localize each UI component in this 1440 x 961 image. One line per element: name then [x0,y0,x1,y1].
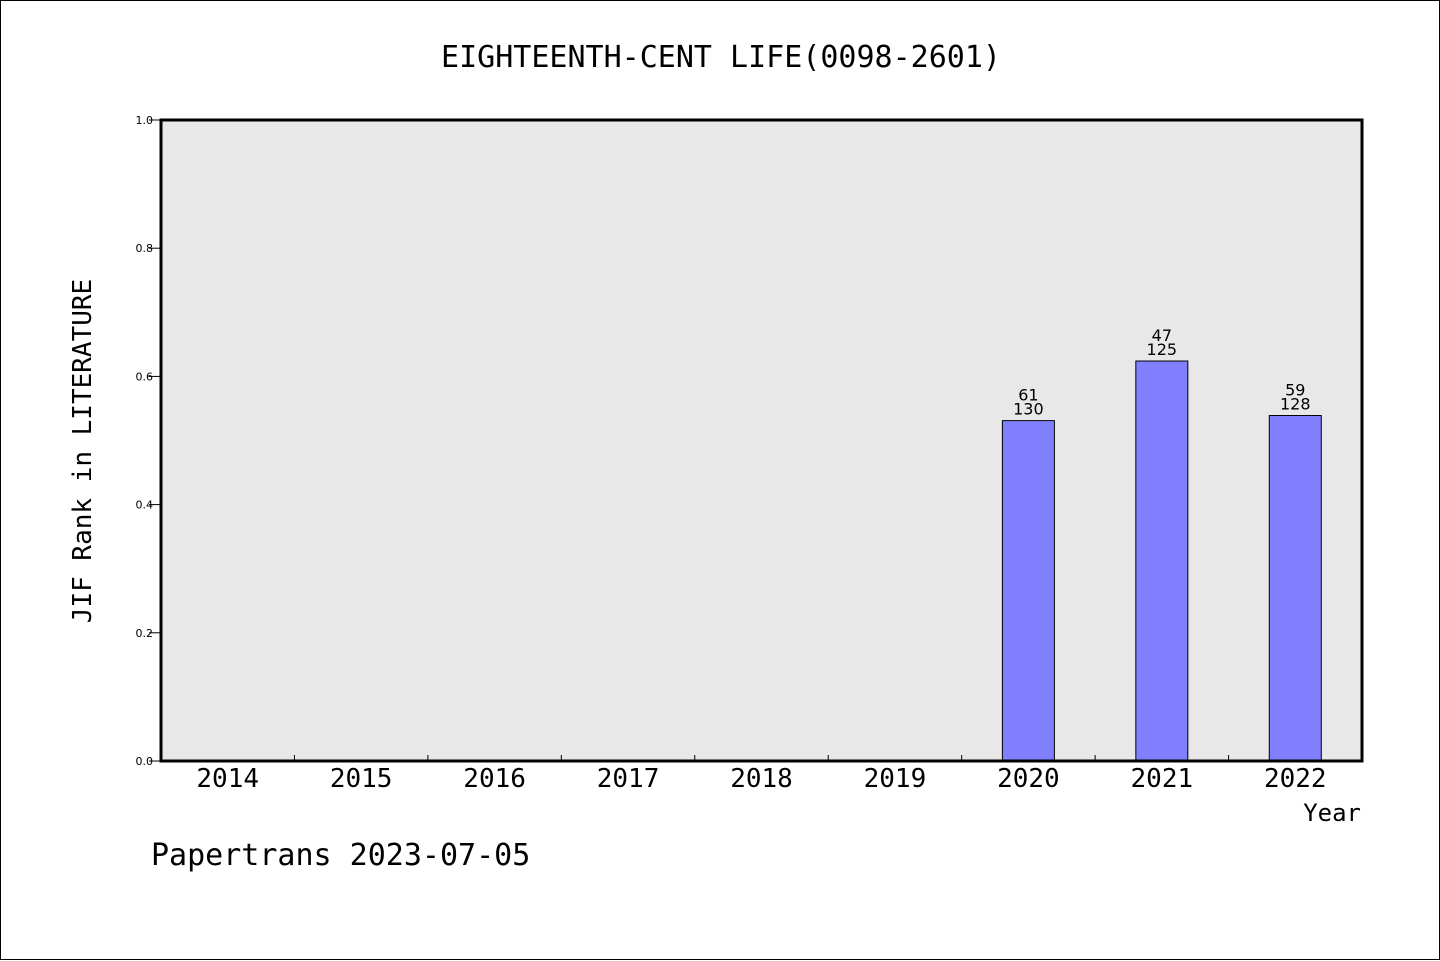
bar-rank-label: 47 [1152,326,1172,345]
y-tick-label: 0.8 [136,242,154,255]
x-tick-label: 2019 [864,764,927,794]
y-axis-label: JIF Rank in LITERATURE [68,279,98,623]
bar-rank-label: 61 [1018,386,1038,405]
y-tick-label: 0.0 [136,755,154,768]
chart-title: EIGHTEENTH-CENT LIFE(0098-2601) [441,40,1001,75]
plot-border [159,118,1364,763]
x-axis-label: Year [1303,799,1361,827]
x-tick-label: 2014 [196,764,259,794]
y-tick-label: 0.4 [136,499,154,512]
bar-total-label: 130 [1013,400,1044,419]
x-axis-ticks: 2014 2015 2016 2017 2018 2019 2020 2021 2022 [196,755,1327,794]
y-tick-label: 1.0 [136,114,154,127]
bar-2020 [1001,420,1055,762]
bar-rank-label: 59 [1285,381,1305,400]
bars-group [1001,360,1322,762]
footer-credit: Papertrans 2023-07-05 [151,838,530,873]
bar-total-label: 128 [1280,395,1311,414]
x-tick-label: 2020 [997,764,1060,794]
y-axis-ticks: 0.0 0.2 0.4 0.6 0.8 1.0 [136,114,161,768]
x-tick-label: 2022 [1264,764,1327,794]
x-tick-label: 2017 [597,764,660,794]
bar-total-label: 125 [1147,340,1178,359]
bar-2022 [1268,415,1322,762]
y-tick-label: 0.2 [136,627,154,640]
x-tick-label: 2015 [330,764,393,794]
x-tick-label: 2018 [730,764,793,794]
x-tick-label: 2016 [463,764,526,794]
y-tick-label: 0.6 [136,370,154,383]
x-tick-label: 2021 [1131,764,1194,794]
bar-2021 [1135,360,1189,762]
